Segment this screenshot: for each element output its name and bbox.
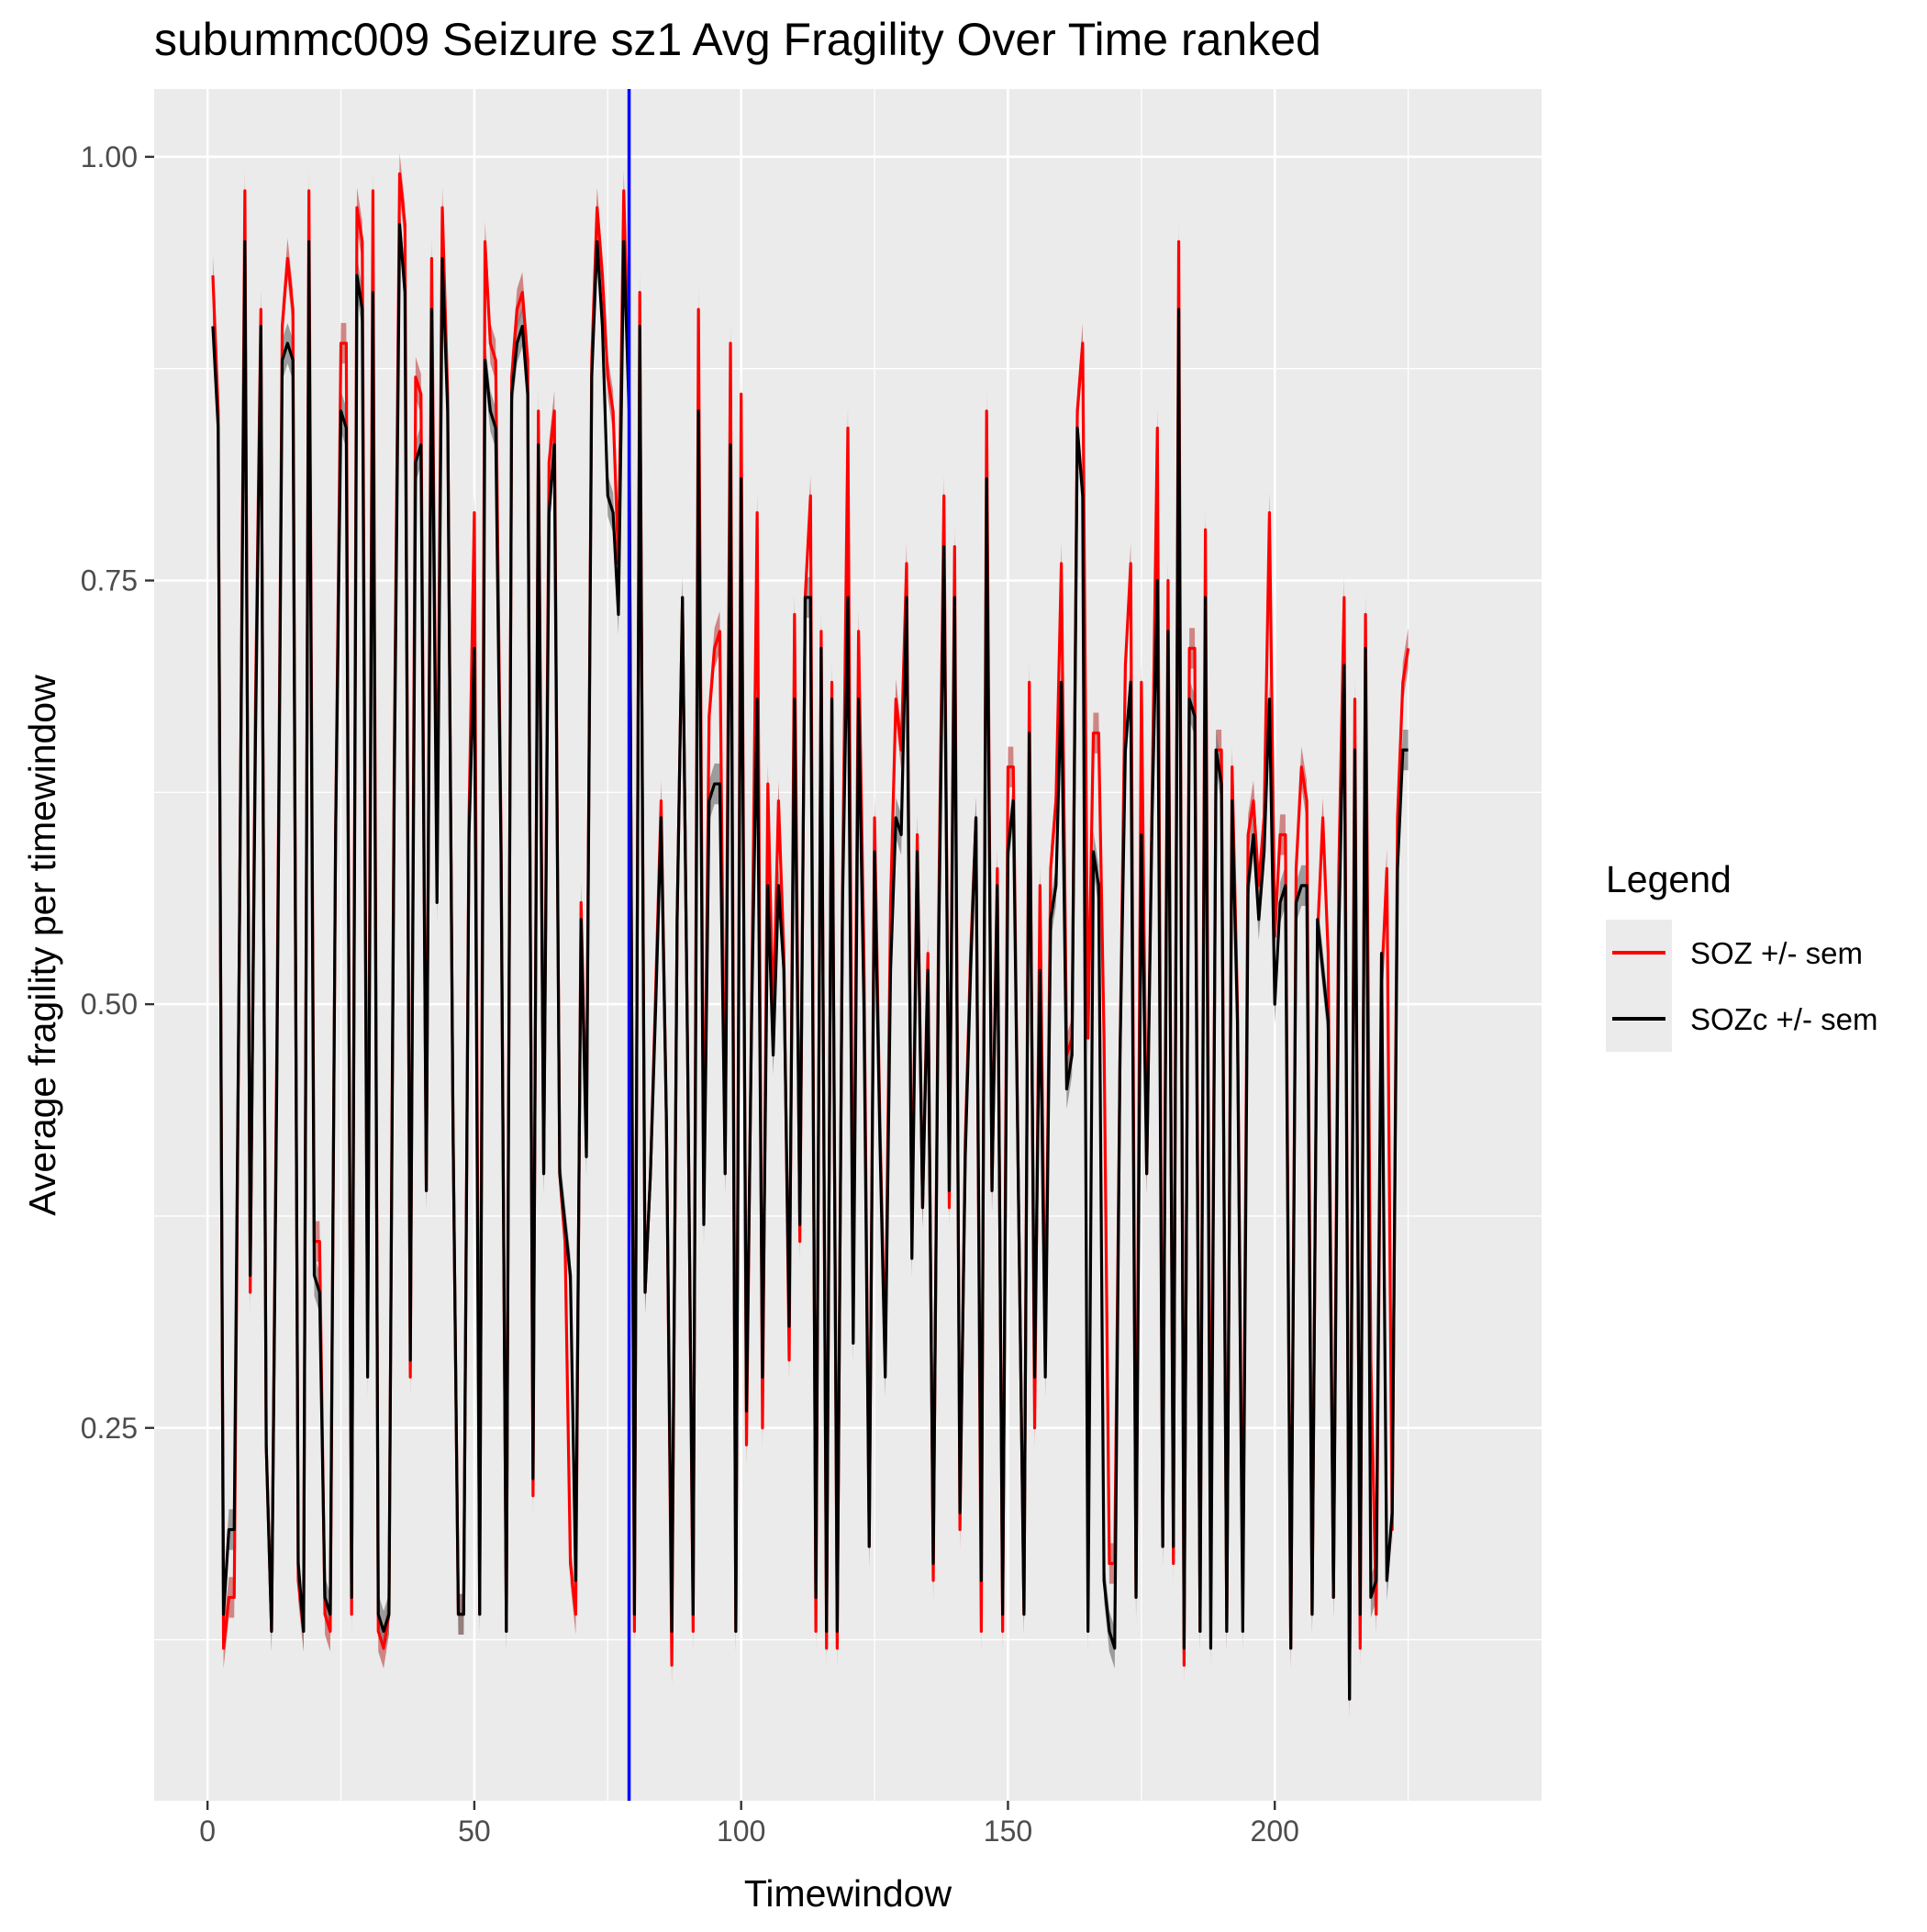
- chart-title: subummc009 Seizure sz1 Avg Fragility Ove…: [154, 14, 1321, 65]
- x-axis-title: Timewindow: [744, 1872, 952, 1915]
- x-axis: 0 50 100 150 200: [199, 1801, 1299, 1848]
- series-lines: [211, 172, 1410, 1701]
- y-tick-label: 0.75: [81, 564, 138, 597]
- legend-label-sozc: SOZc +/- sem: [1690, 1002, 1877, 1036]
- x-tick-label: 0: [199, 1815, 216, 1848]
- x-tick-label: 50: [458, 1815, 491, 1848]
- y-tick-label: 0.25: [81, 1412, 138, 1445]
- x-tick-label: 200: [1251, 1815, 1299, 1848]
- legend-title: Legend: [1606, 858, 1732, 900]
- x-tick-label: 150: [984, 1815, 1032, 1848]
- y-tick-label: 0.50: [81, 988, 138, 1021]
- y-axis: 0.25 0.50 0.75 1.00: [81, 140, 154, 1445]
- legend-label-soz: SOZ +/- sem: [1690, 936, 1863, 970]
- series-line-sozc: [211, 223, 1409, 1701]
- y-tick-label: 1.00: [81, 140, 138, 173]
- x-tick-label: 100: [717, 1815, 765, 1848]
- y-axis-title: Average fragility per timewindow: [21, 675, 63, 1216]
- legend: Legend SOZ +/- sem SOZc +/- sem: [1606, 858, 1877, 1052]
